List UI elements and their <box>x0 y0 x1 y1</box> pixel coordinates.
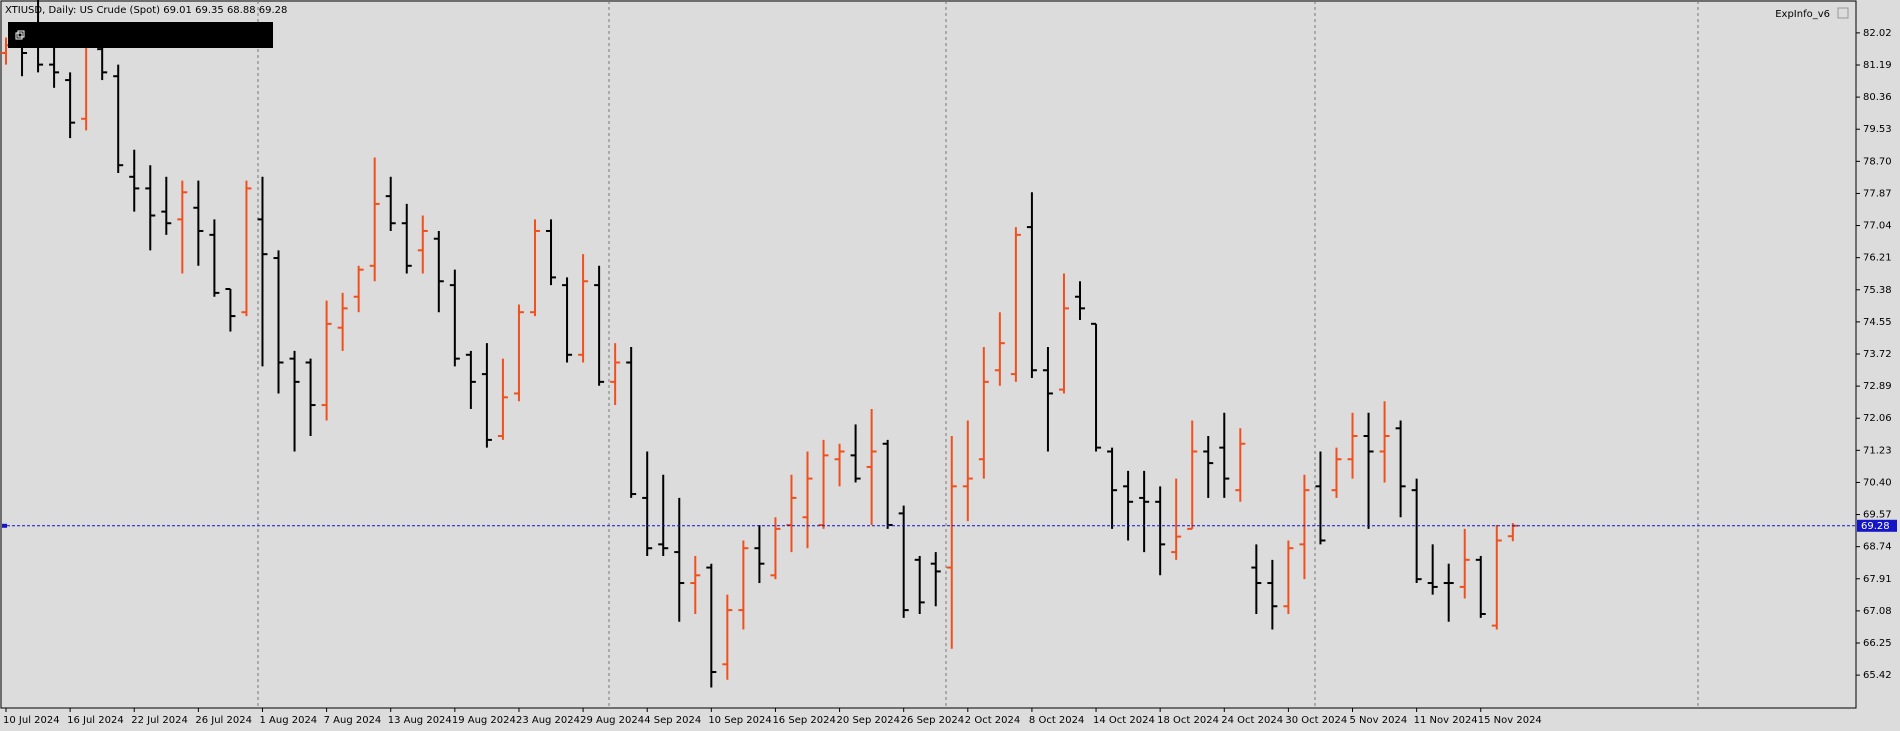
symbol: XTIUSD, Daily: <box>5 5 76 16</box>
y-tick-label: 69.57 <box>1863 510 1892 521</box>
y-tick-label: 81.19 <box>1863 60 1892 71</box>
indicator-icon[interactable] <box>1837 7 1849 19</box>
description: US Crude (Spot) <box>80 5 161 16</box>
x-tick-label: 16 Sep 2024 <box>772 715 835 726</box>
y-tick-label: 67.91 <box>1863 574 1892 585</box>
y-tick-label: 75.38 <box>1863 285 1892 296</box>
y-tick-label: 80.36 <box>1863 92 1892 103</box>
y-tick-label: 72.06 <box>1863 413 1892 424</box>
bid-marker <box>2 523 7 528</box>
x-tick-label: 26 Jul 2024 <box>195 715 252 726</box>
bid-label: 69.28 <box>1861 521 1890 532</box>
x-tick-label: 2 Oct 2024 <box>965 715 1020 726</box>
x-tick-label: 16 Jul 2024 <box>67 715 124 726</box>
x-tick-label: 15 Nov 2024 <box>1478 715 1542 726</box>
x-tick-label: 5 Nov 2024 <box>1350 715 1408 726</box>
x-tick-label: 1 Aug 2024 <box>259 715 317 726</box>
x-tick-label: 30 Oct 2024 <box>1285 715 1347 726</box>
x-tick-label: 7 Aug 2024 <box>324 715 382 726</box>
x-tick-label: 29 Aug 2024 <box>580 715 644 726</box>
x-tick-label: 24 Oct 2024 <box>1221 715 1283 726</box>
y-tick-label: 77.87 <box>1863 188 1892 199</box>
y-tick-label: 73.72 <box>1863 349 1892 360</box>
x-tick-label: 18 Oct 2024 <box>1157 715 1219 726</box>
period-separators <box>257 1 1699 708</box>
x-tick-label: 20 Sep 2024 <box>837 715 900 726</box>
x-tick-label: 26 Sep 2024 <box>901 715 964 726</box>
header-close: 69.28 <box>259 5 288 16</box>
y-tick-label: 79.53 <box>1863 124 1892 135</box>
trade-panel[interactable] <box>8 22 273 48</box>
chart-header: XTIUSD, Daily: US Crude (Spot) 69.01 69.… <box>5 5 287 16</box>
header-high: 69.35 <box>195 5 224 16</box>
y-tick-label: 67.08 <box>1863 606 1892 617</box>
x-tick-label: 13 Aug 2024 <box>388 715 452 726</box>
y-tick-label: 68.74 <box>1863 542 1892 553</box>
y-tick-label: 70.40 <box>1863 477 1892 488</box>
y-tick-label: 65.42 <box>1863 670 1892 681</box>
plot-area <box>0 0 1857 709</box>
y-tick-label: 76.21 <box>1863 253 1892 264</box>
header-low: 68.88 <box>227 5 256 16</box>
x-tick-label: 14 Oct 2024 <box>1093 715 1155 726</box>
panel-icon[interactable] <box>15 30 25 40</box>
x-tick-label: 10 Jul 2024 <box>3 715 60 726</box>
y-tick-label: 74.55 <box>1863 317 1892 328</box>
x-tick-label: 23 Aug 2024 <box>516 715 580 726</box>
y-tick-label: 82.02 <box>1863 28 1892 39</box>
header-open: 69.01 <box>163 5 192 16</box>
bid-label-box <box>1857 519 1897 532</box>
x-tick-label: 11 Nov 2024 <box>1414 715 1478 726</box>
x-tick-label: 19 Aug 2024 <box>452 715 516 726</box>
y-tick-label: 71.23 <box>1863 445 1892 456</box>
x-tick-label: 10 Sep 2024 <box>708 715 771 726</box>
y-tick-label: 77.04 <box>1863 221 1892 232</box>
indicator-label: ExpInfo_v6 <box>1775 9 1830 20</box>
x-tick-label: 22 Jul 2024 <box>131 715 188 726</box>
y-tick-label: 72.89 <box>1863 381 1892 392</box>
x-tick-label: 4 Sep 2024 <box>644 715 701 726</box>
y-tick-label: 66.25 <box>1863 638 1892 649</box>
y-tick-label: 78.70 <box>1863 156 1892 167</box>
x-tick-label: 8 Oct 2024 <box>1029 715 1084 726</box>
